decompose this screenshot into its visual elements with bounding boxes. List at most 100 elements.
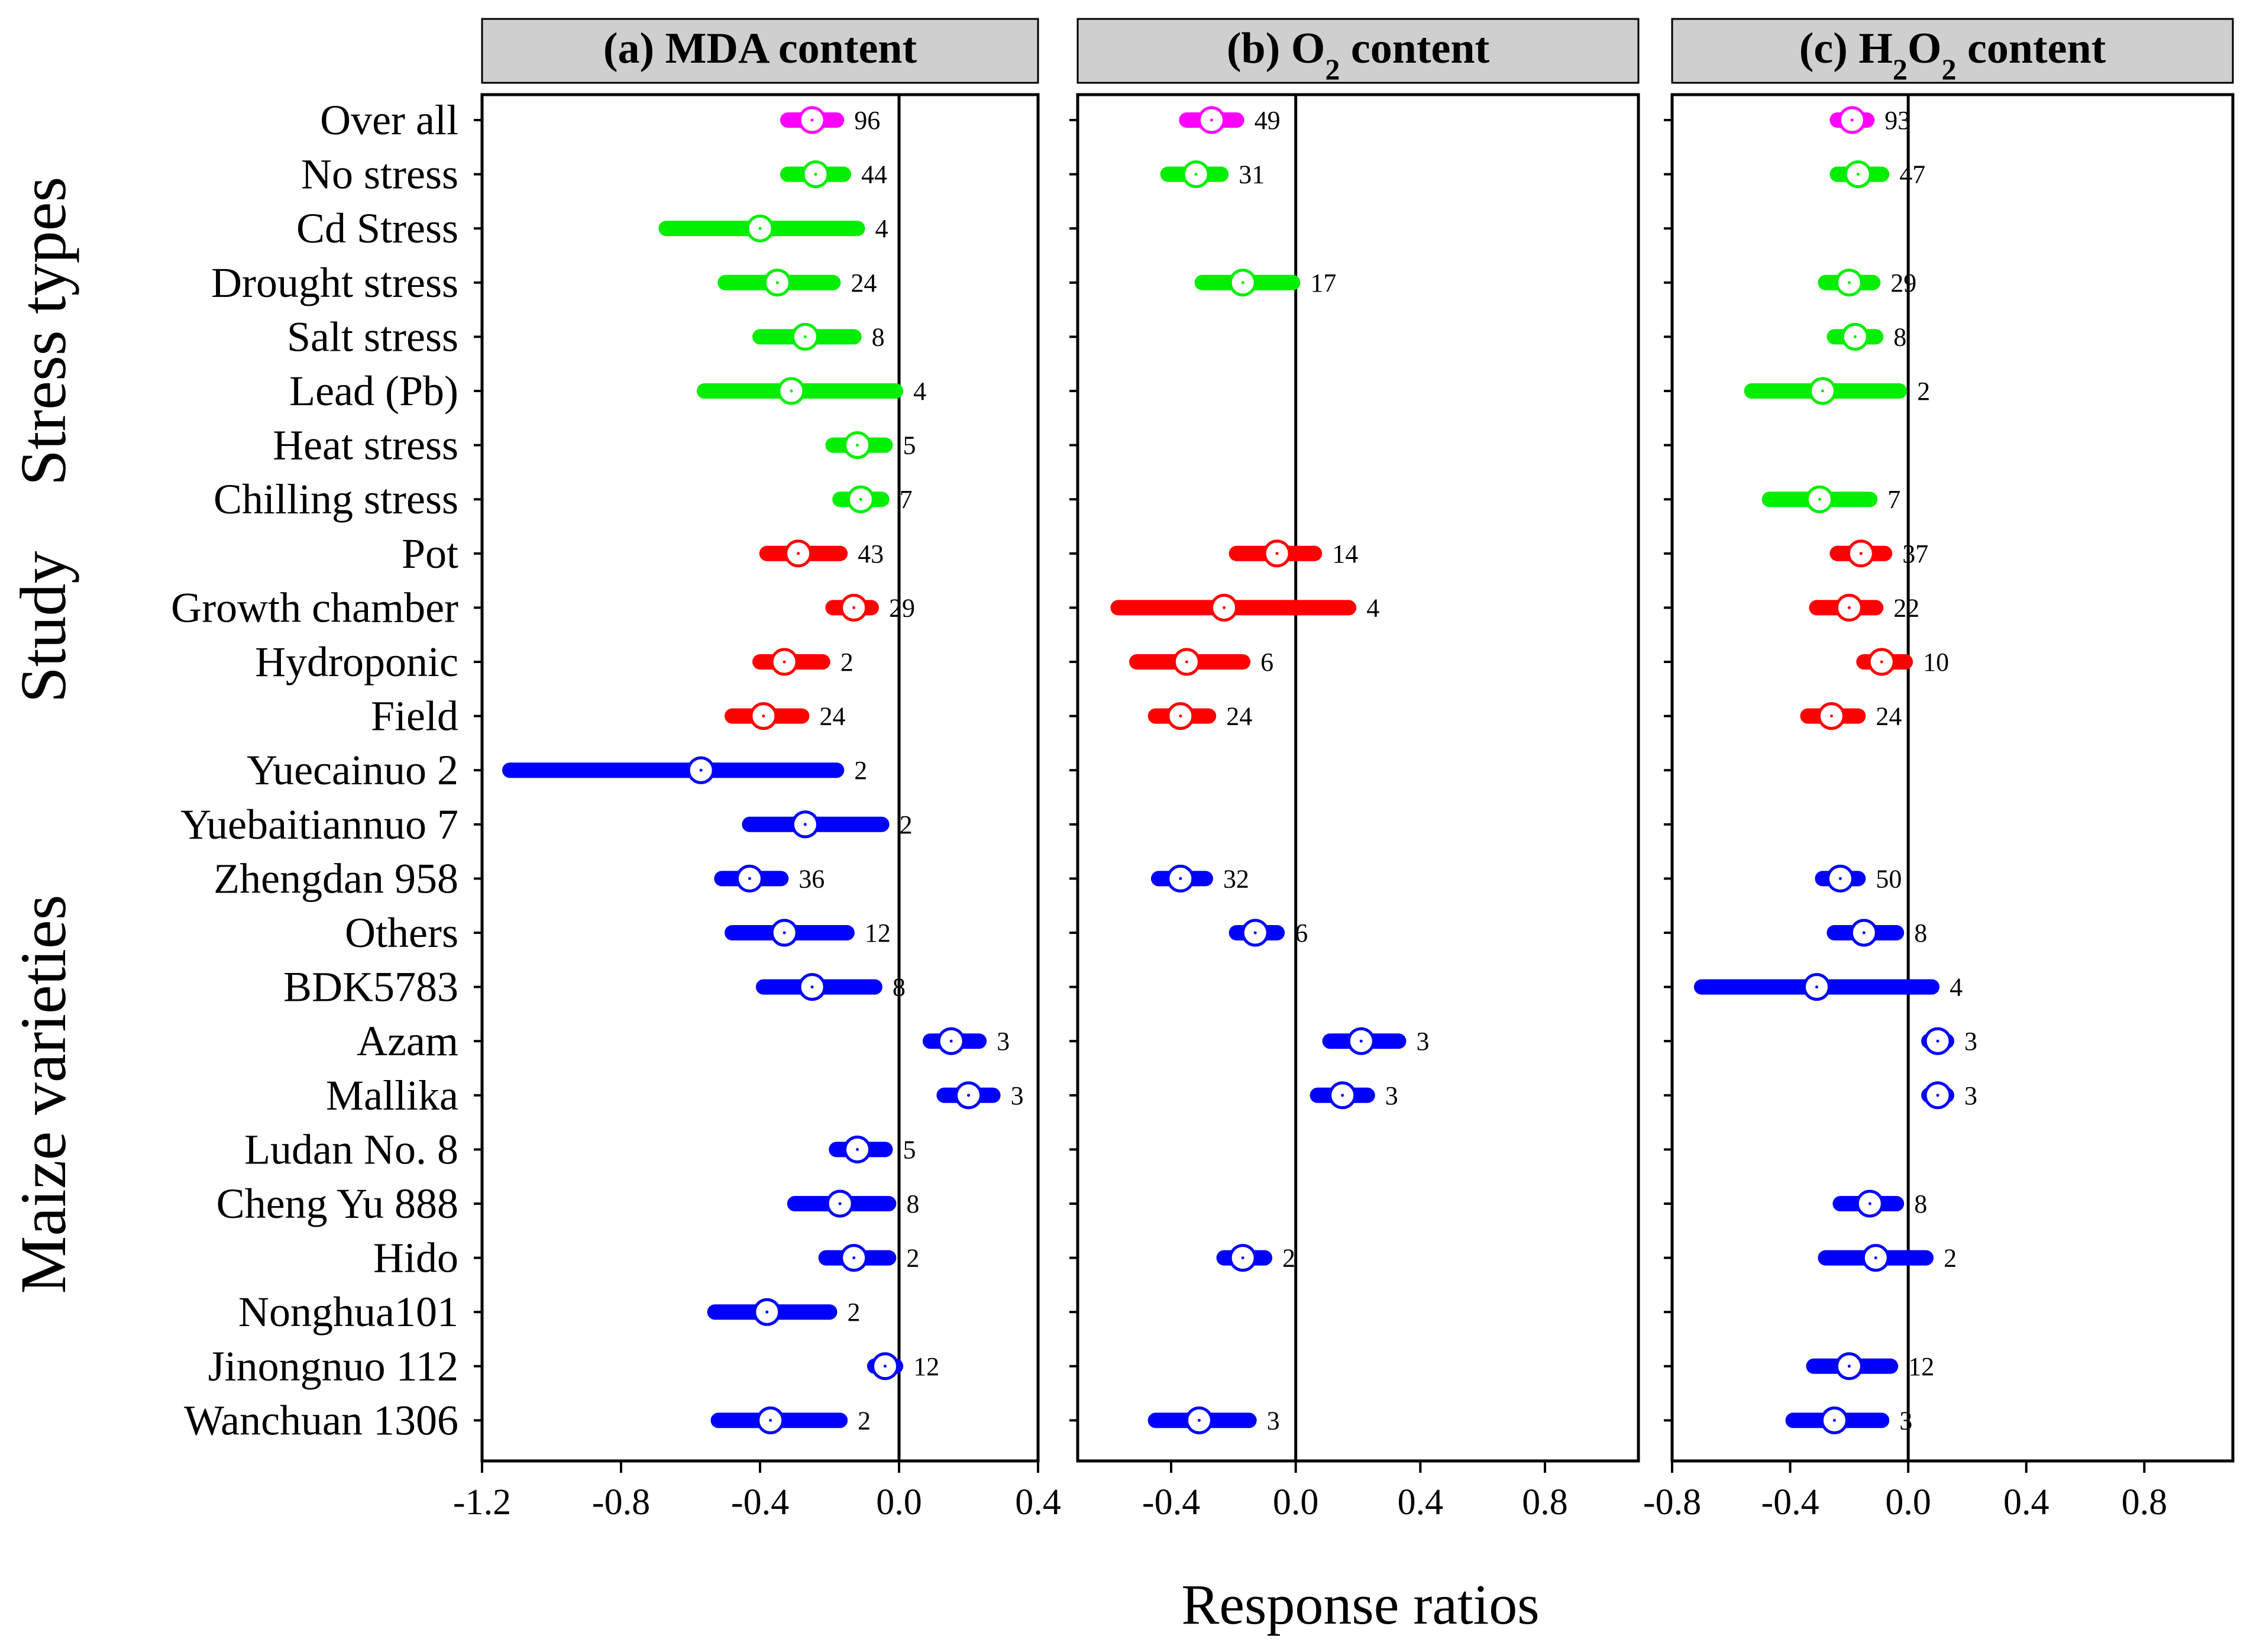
effect-marker: 50 <box>1815 864 1902 893</box>
x-tick-label: 0.4 <box>1398 1482 1444 1522</box>
effect-marker: 3 <box>1147 1406 1280 1435</box>
effect-marker: 8 <box>1826 322 1906 351</box>
effect-marker: 2 <box>502 756 867 785</box>
sample-size-label: 17 <box>1310 269 1336 298</box>
category-label: Field <box>371 693 458 740</box>
category-label: Salt stress <box>287 313 458 360</box>
effect-marker: 4 <box>1110 593 1379 622</box>
mean-dot <box>838 1202 842 1205</box>
panel-title-part: content <box>1340 24 1489 73</box>
mean-dot <box>1241 1256 1244 1260</box>
effect-marker: 12 <box>725 919 891 948</box>
category-label: Chilling stress <box>214 476 458 523</box>
mean-dot <box>1936 1094 1939 1097</box>
x-tick-label: -0.4 <box>1761 1482 1819 1522</box>
sample-size-label: 2 <box>848 1298 861 1327</box>
effect-marker: 24 <box>1800 702 1902 731</box>
panel-title-part: content <box>1956 24 2106 73</box>
sample-size-label: 3 <box>1964 1027 1977 1056</box>
effect-marker: 4 <box>697 377 926 406</box>
panels: (a) MDA content-1.2 -0.8 -0.4 0.0 0.49644424… <box>453 18 2235 1522</box>
sample-size-label: 7 <box>1887 485 1900 514</box>
effect-marker: 8 <box>1832 1189 1927 1218</box>
effect-marker: 29 <box>1818 269 1916 298</box>
effect-marker: 2 <box>752 648 854 677</box>
category-label: Cheng Yu 888 <box>216 1180 458 1227</box>
group-label: Maize varieties <box>7 895 79 1294</box>
sample-size-label: 2 <box>1917 377 1930 406</box>
mean-dot <box>852 606 856 609</box>
effect-marker: 7 <box>1761 485 1900 514</box>
mean-dot <box>1821 389 1824 393</box>
sample-size-label: 4 <box>875 214 888 243</box>
panel-title-part: 2 <box>1893 53 1908 86</box>
mean-dot <box>1223 606 1226 609</box>
mean-dot <box>1210 118 1213 122</box>
mean-dot <box>1874 1256 1877 1260</box>
plot-frame <box>1076 93 1640 1463</box>
effect-marker: 2 <box>818 1244 919 1273</box>
mean-dot <box>775 281 779 285</box>
mean-dot <box>783 660 786 664</box>
x-tick-label: 0.8 <box>2122 1482 2168 1522</box>
mean-dot <box>765 1310 769 1314</box>
sample-size-label: 2 <box>1282 1244 1295 1273</box>
group-label: Study <box>7 551 79 703</box>
sample-size-label: 2 <box>858 1406 871 1435</box>
sample-size-label: 8 <box>893 973 906 1002</box>
sample-size-label: 43 <box>858 539 884 568</box>
effect-marker: 24 <box>1147 702 1252 731</box>
mean-dot <box>859 497 862 501</box>
x-tick-label: 0.8 <box>1522 1482 1568 1522</box>
sample-size-label: 8 <box>1914 919 1927 948</box>
mean-dot <box>1856 173 1860 176</box>
mean-dot <box>1853 335 1857 338</box>
sample-size-label: 37 <box>1902 539 1928 568</box>
mean-dot <box>797 552 800 555</box>
sample-size-label: 8 <box>906 1189 919 1218</box>
category-label: Jinongnuo 112 <box>208 1343 458 1390</box>
effect-marker: 7 <box>832 485 913 514</box>
sample-size-label: 24 <box>851 269 877 298</box>
x-axis-label: Response ratios <box>1181 1573 1539 1636</box>
mean-dot <box>1850 118 1854 122</box>
sample-size-label: 3 <box>1899 1406 1912 1435</box>
category-label: Over all <box>320 96 458 144</box>
effect-marker: 96 <box>780 106 880 135</box>
mean-dot <box>1838 877 1842 880</box>
mean-dot <box>810 985 814 989</box>
sample-size-label: 24 <box>820 702 846 731</box>
x-tick-label: 0.0 <box>1885 1482 1931 1522</box>
mean-dot <box>814 173 817 176</box>
mean-dot <box>762 715 765 718</box>
group-labels: Stress types Study Maize varieties <box>7 177 79 1294</box>
category-label: Cd Stress <box>296 205 458 252</box>
mean-dot <box>1936 1039 1939 1043</box>
category-label: Nonghua101 <box>238 1288 458 1336</box>
mean-dot <box>1275 552 1279 555</box>
mean-dot <box>1832 1418 1836 1422</box>
category-label: Wanchuan 1306 <box>184 1396 458 1444</box>
effect-marker: 37 <box>1829 539 1928 568</box>
sample-size-label: 3 <box>1964 1081 1977 1110</box>
sample-size-label: 50 <box>1876 864 1902 893</box>
panel-title-part: 2 <box>1325 53 1340 86</box>
category-label: Growth chamber <box>171 584 458 631</box>
x-tick-label: -0.8 <box>592 1482 650 1522</box>
category-label: Others <box>345 909 458 956</box>
effect-marker: 3 <box>1310 1081 1398 1110</box>
sample-size-label: 24 <box>1876 702 1902 731</box>
effect-marker: 3 <box>936 1081 1024 1110</box>
panel-title-part: (b) O <box>1227 24 1326 73</box>
mean-dot <box>769 1418 772 1422</box>
effect-marker: 3 <box>1921 1027 1977 1056</box>
category-label: BDK5783 <box>283 964 458 1011</box>
mean-dot <box>1197 1418 1201 1422</box>
mean-dot <box>803 335 807 338</box>
mean-dot <box>758 227 762 230</box>
sample-size-label: 32 <box>1223 864 1249 893</box>
effect-marker: 6 <box>1129 648 1273 677</box>
sample-size-label: 36 <box>799 864 825 893</box>
sample-size-label: 93 <box>1884 106 1910 135</box>
mean-dot <box>1880 660 1883 664</box>
